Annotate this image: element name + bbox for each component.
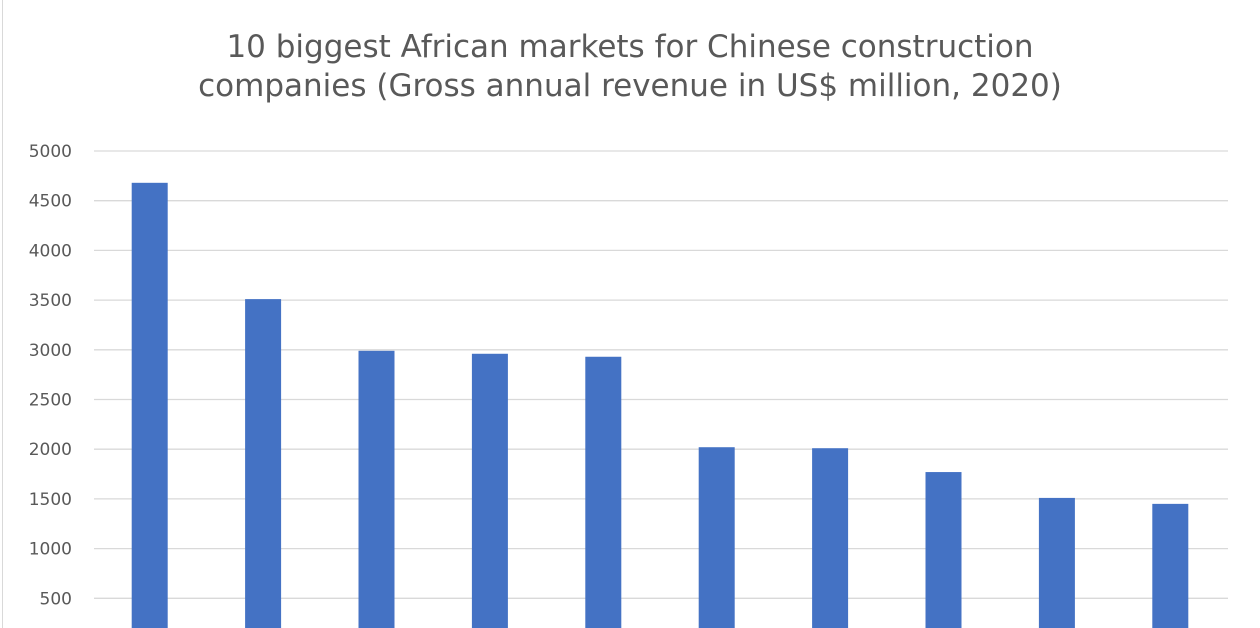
y-tick-label: 2000 [29,440,72,460]
y-tick-label: 2500 [29,391,72,411]
chart-title-line-2: companies (Gross annual revenue in US$ m… [198,68,1062,104]
chart-title: 10 biggest African markets for Chinese c… [0,28,1260,106]
bar [925,472,962,628]
bar [471,353,508,628]
y-tick-label: 3000 [29,341,72,361]
chart-title-line-1: 10 biggest African markets for Chinese c… [226,29,1034,65]
bar [1038,497,1075,628]
bar [358,350,395,628]
y-tick-label: 500 [40,589,72,609]
y-tick-label: 3500 [29,291,72,311]
bar [245,299,282,628]
bar [585,356,622,628]
y-tick-label: 4500 [29,192,72,212]
bar [1152,503,1189,628]
bar [698,447,735,628]
y-tick-label: 5000 [29,142,72,162]
y-tick-label: 1500 [29,490,72,510]
y-tick-label: 4000 [29,241,72,261]
bar [131,182,168,628]
y-tick-label: 1000 [29,540,72,560]
bar [812,448,849,628]
